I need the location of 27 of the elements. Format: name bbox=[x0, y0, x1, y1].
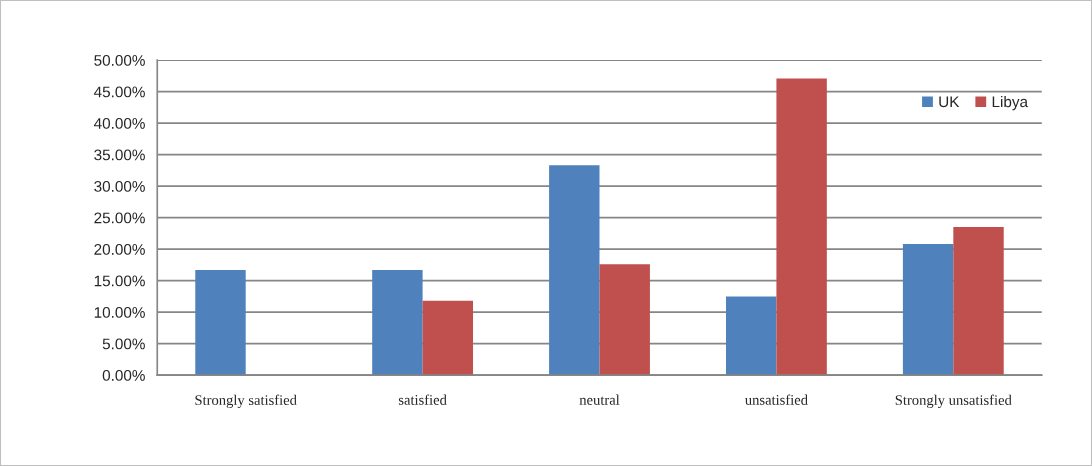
legend-label: Libya bbox=[992, 96, 1029, 111]
legend-label: UK bbox=[939, 96, 960, 108]
y-tick-label: 50.00% bbox=[94, 54, 145, 66]
bar bbox=[725, 296, 777, 376]
y-tick-label: 30.00% bbox=[94, 180, 145, 192]
x-tick-label: satisfied bbox=[398, 394, 447, 405]
x-tick-label: Strongly unsatisfied bbox=[895, 394, 1012, 408]
bar bbox=[776, 78, 827, 376]
bar bbox=[953, 227, 1004, 376]
x-tick-label: Strongly satisfied bbox=[195, 394, 297, 408]
bar bbox=[195, 269, 246, 376]
y-tick-label: 0.00% bbox=[102, 370, 145, 381]
bar bbox=[902, 244, 954, 376]
y-tick-label: 35.00% bbox=[94, 149, 145, 161]
bar bbox=[372, 269, 423, 376]
y-tick-label: 10.00% bbox=[94, 306, 145, 318]
y-tick-label: 45.00% bbox=[93, 86, 145, 98]
y-tick-label: 40.00% bbox=[93, 117, 145, 129]
y-tick-label: 20.00% bbox=[94, 243, 145, 255]
bar bbox=[422, 300, 474, 376]
bar bbox=[599, 264, 650, 376]
y-tick-label: 15.00% bbox=[94, 275, 145, 287]
y-tick-label: 5.00% bbox=[102, 338, 145, 350]
y-tick-label: 25.00% bbox=[94, 212, 145, 224]
bar bbox=[549, 165, 600, 376]
x-tick-label: neutral bbox=[579, 394, 620, 405]
x-tick-label: unsatisfied bbox=[745, 394, 808, 405]
